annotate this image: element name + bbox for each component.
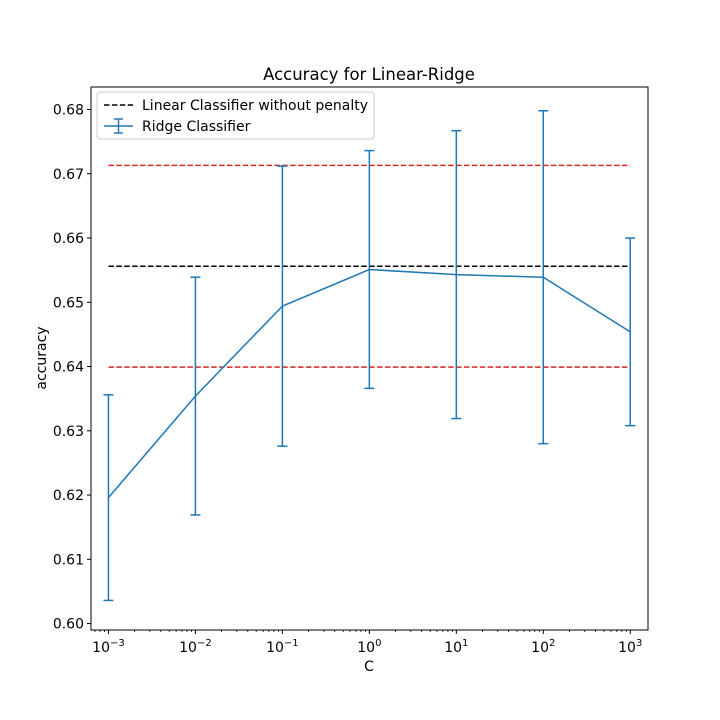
y-tick-label-0: 0.60: [53, 617, 84, 633]
x-tick-label-4: 101: [444, 638, 468, 656]
y-tick-label-8: 0.68: [53, 102, 84, 118]
x-tick-label-6: 103: [618, 638, 642, 656]
legend-box: [96, 91, 375, 140]
ridge-series: [103, 110, 636, 602]
x-tick-label-3: 100: [357, 638, 381, 656]
x-tick-label-2: 10−1: [266, 638, 299, 656]
y-tick-label-2: 0.62: [53, 488, 84, 504]
x-tick-label-5: 102: [531, 638, 555, 656]
y-tick-label-3: 0.63: [53, 424, 84, 440]
y-tick-label-1: 0.61: [53, 552, 84, 568]
x-axis: 10−3 10−2 10−1 100 101 102 103: [92, 630, 642, 656]
legend: Linear Classifier without penalty Ridge C…: [96, 91, 375, 140]
x-axis-label: C: [364, 659, 374, 675]
chart-title: Accuracy for Linear-Ridge: [263, 65, 475, 84]
legend-label-0: Linear Classifier without penalty: [142, 98, 368, 114]
y-axis-label: accuracy: [34, 326, 50, 389]
x-tick-label-0: 10−3: [92, 638, 125, 656]
legend-label-1: Ridge Classifier: [142, 119, 251, 135]
y-tick-label-4: 0.64: [53, 360, 84, 376]
y-tick-label-5: 0.65: [53, 295, 84, 311]
y-axis: 0.60 0.61 0.62 0.63 0.64 0.65 0.66 0.67 0.68: [53, 102, 91, 633]
y-tick-label-6: 0.66: [53, 231, 84, 247]
x-tick-label-1: 10−2: [179, 638, 212, 656]
y-tick-label-7: 0.67: [53, 167, 84, 183]
